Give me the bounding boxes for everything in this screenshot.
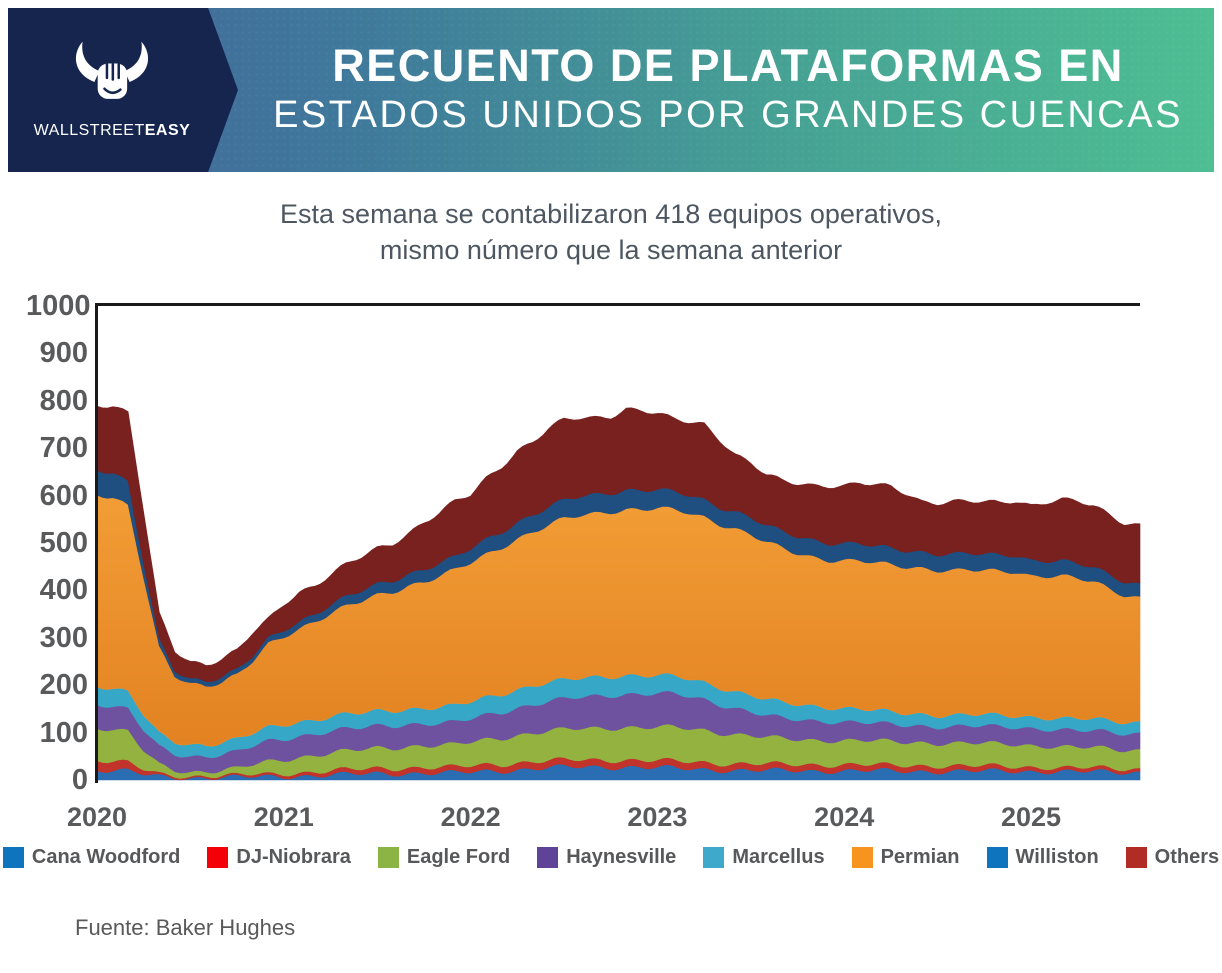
legend-label: Permian [880,846,960,868]
legend-item-others: Others [1125,846,1220,869]
legend-item-haynesville: Haynesville [537,846,676,869]
legend-swatch [2,847,24,868]
legend: Cana Woodford DJ-Niobrara Eagle Ford Haynes… [2,846,1219,869]
x-axis-label-2024: 2024 [814,802,875,832]
logo-text-wallstreet: WALLSTREET [33,122,145,139]
legend-item-williston: Williston [986,846,1099,869]
legend-label: DJ-Niobrara [236,846,351,868]
title-line1: RECUENTO DE PLATAFORMAS EN [332,40,1124,92]
y-axis-label-700: 700 [39,432,88,465]
subtitle: Esta semana se contabilizaron 418 equipo… [0,196,1222,268]
y-axis-label-300: 300 [39,621,88,654]
legend-item-permian: Permian [851,846,960,869]
header-title: RECUENTO DE PLATAFORMAS EN ESTADOS UNIDO… [250,8,1206,172]
title-line2: ESTADOS UNIDOS POR GRANDES CUENCAS [273,94,1183,137]
y-axis-label-900: 900 [39,337,88,370]
x-axis-label-2021: 2021 [253,802,314,832]
x-axis-label-2025: 2025 [1000,802,1062,832]
legend-item-marcellus: Marcellus [703,846,825,869]
legend-item-dj-niobrara: DJ-Niobrara [207,846,351,869]
subtitle-line2: mismo número que la semana anterior [379,235,843,265]
y-axis-label-500: 500 [39,527,88,559]
legend-swatch [851,847,873,868]
y-axis-label-600: 600 [39,479,88,512]
legend-item-cana-woodford: Cana Woodford [2,846,181,869]
logo-box: WALLSTREETEASY [8,8,238,172]
legend-label: Cana Woodford [31,846,181,868]
legend-label: Haynesville [566,846,677,868]
y-axis-label-1000: 1000 [26,290,91,322]
y-axis-label-0: 0 [71,764,88,796]
legend-label: Others [1154,846,1220,868]
legend-swatch [537,847,559,868]
logo-text-easy: EASY [144,122,191,139]
legend-swatch [377,847,399,868]
rig-count-stacked-area-chart [95,303,1141,783]
legend-item-eagle-ford: Eagle Ford [377,846,511,869]
y-axis-label-100: 100 [39,716,88,749]
source-note: Fuente: Baker Hughes [75,915,296,940]
x-axis-label-2022: 2022 [440,802,501,832]
legend-swatch [703,847,725,868]
y-axis-label-200: 200 [39,669,88,702]
x-axis-label-2020: 2020 [66,802,128,832]
legend-label: Marcellus [732,846,825,868]
legend-label: Williston [1015,846,1099,868]
legend-swatch [207,847,229,868]
y-axis-label-400: 400 [39,574,88,607]
x-axis-label-2023: 2023 [627,802,688,832]
bull-fist-icon [75,41,149,99]
logo-text: WALLSTREETEASY [12,122,212,140]
legend-swatch [1125,847,1147,868]
subtitle-line1: Esta semana se contabilizaron 418 equipo… [280,199,942,229]
legend-swatch [986,847,1008,868]
y-axis-label-800: 800 [39,384,88,417]
logo: WALLSTREETEASY [12,40,212,140]
area-others [96,405,1141,682]
legend-label: Eagle Ford [406,846,511,868]
axis-frame [95,303,1140,783]
